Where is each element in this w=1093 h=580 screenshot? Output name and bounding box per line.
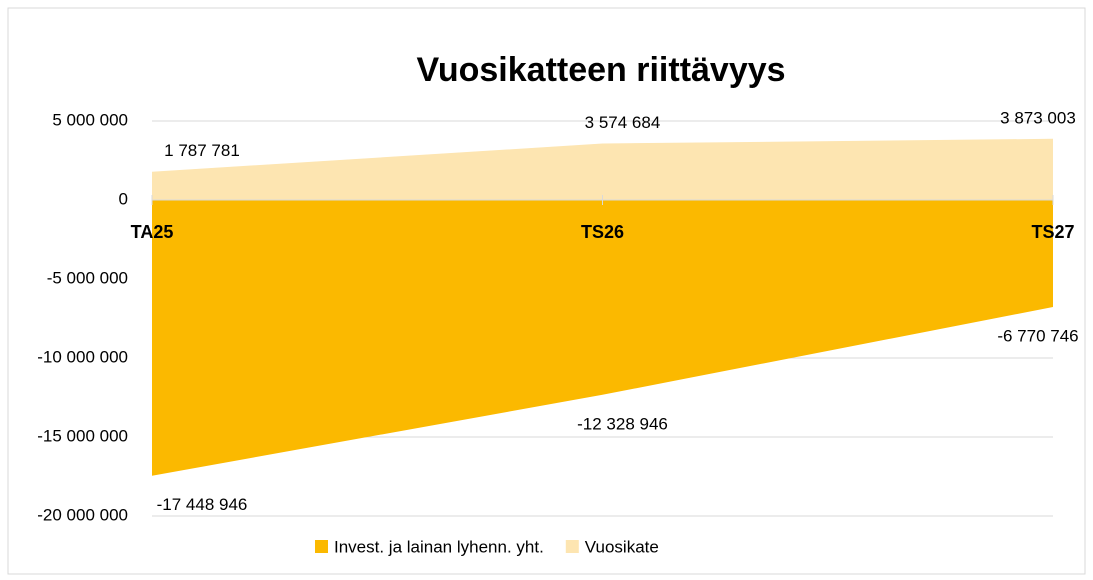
data-label: -12 328 946	[577, 414, 668, 433]
x-tick-label: TS26	[581, 222, 624, 242]
y-tick-label: -15 000 000	[37, 426, 128, 445]
area	[152, 200, 1053, 476]
y-tick-label: -20 000 000	[37, 505, 128, 524]
legend-label: Invest. ja lainan lyhenn. yht.	[334, 537, 544, 556]
chart-title: Vuosikatteen riittävyys	[416, 51, 785, 89]
data-label: 3 574 684	[585, 113, 661, 132]
data-label: 1 787 781	[164, 141, 240, 160]
y-tick-label: -10 000 000	[37, 347, 128, 366]
data-label: -6 770 746	[997, 326, 1078, 345]
data-label: -17 448 946	[157, 495, 248, 514]
y-tick-label: 0	[119, 189, 128, 208]
y-tick-label: -5 000 000	[47, 268, 128, 287]
data-label: 3 873 003	[1000, 108, 1076, 127]
y-tick-label: 5 000 000	[52, 110, 128, 129]
x-tick-label: TS27	[1031, 222, 1074, 242]
area	[152, 138, 1053, 200]
legend-swatch	[565, 540, 579, 553]
legend-swatch	[315, 540, 328, 553]
legend-label: Vuosikate	[585, 537, 659, 556]
x-tick-label: TA25	[131, 222, 174, 242]
